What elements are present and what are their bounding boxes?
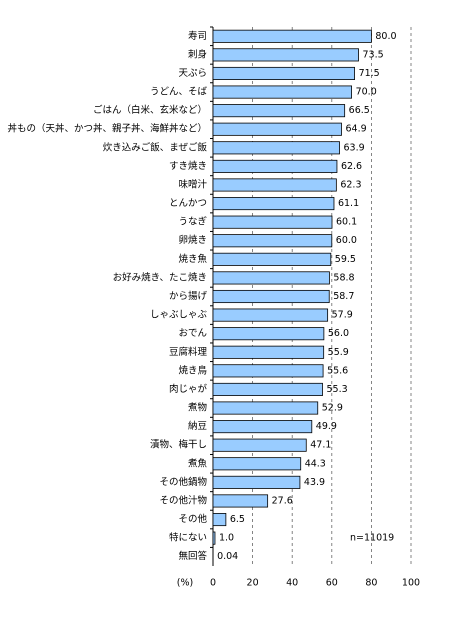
bar bbox=[212, 382, 323, 396]
y-tick-label: その他汁物 bbox=[159, 494, 207, 506]
y-tick-label: 卵焼き bbox=[178, 234, 207, 246]
value-label: 6.5 bbox=[230, 514, 245, 525]
value-label: 62.3 bbox=[340, 179, 361, 190]
bar bbox=[212, 494, 269, 508]
value-label: 47.1 bbox=[310, 440, 331, 451]
x-tick-label: 100 bbox=[402, 578, 420, 589]
bar bbox=[212, 197, 335, 211]
bar bbox=[212, 141, 340, 155]
value-label: 66.5 bbox=[349, 105, 370, 116]
value-label: 55.3 bbox=[326, 384, 347, 395]
y-tick-label: 味噌汁 bbox=[178, 178, 207, 190]
value-label: 60.1 bbox=[336, 217, 357, 228]
y-tick-label: うなぎ bbox=[178, 216, 207, 228]
bar bbox=[212, 289, 330, 304]
y-tick-label: 焼き魚 bbox=[178, 253, 207, 265]
bar bbox=[212, 159, 338, 173]
value-label: 57.9 bbox=[332, 310, 353, 321]
x-tick-label: 40 bbox=[286, 578, 298, 589]
bar bbox=[212, 29, 372, 43]
bar bbox=[212, 345, 325, 359]
value-label: 55.9 bbox=[328, 347, 349, 358]
value-label: 43.9 bbox=[304, 477, 325, 488]
bar bbox=[212, 475, 301, 489]
y-tick-label: 肉じゃが bbox=[169, 383, 208, 395]
annotation: n=11019 bbox=[350, 533, 394, 544]
bar bbox=[212, 420, 313, 434]
y-tick-label: 丼もの（天丼、かつ丼、親子丼、海鮮丼など） bbox=[7, 123, 207, 135]
y-tick-label: 納豆 bbox=[188, 420, 207, 432]
value-label: 58.7 bbox=[333, 291, 354, 302]
value-label: 56.0 bbox=[328, 328, 349, 339]
y-tick-label: 炊き込みご飯、まぜご飯 bbox=[103, 141, 208, 153]
value-label: 80.0 bbox=[375, 31, 396, 42]
y-tick-label: その他 bbox=[178, 513, 207, 525]
y-tick-label: 焼き鳥 bbox=[178, 364, 207, 376]
y-tick-label: 煮魚 bbox=[188, 457, 208, 469]
value-label: 0.04 bbox=[217, 551, 238, 562]
x-axis-label: (%) bbox=[177, 578, 193, 589]
x-tick-label: 60 bbox=[326, 578, 338, 589]
value-label: 44.3 bbox=[305, 458, 326, 469]
value-label: 64.9 bbox=[346, 124, 367, 135]
value-label: 1.0 bbox=[219, 533, 234, 544]
bar bbox=[212, 85, 353, 99]
y-tick-label: ごはん（白米、玄米など） bbox=[93, 104, 207, 116]
value-label: 58.8 bbox=[333, 272, 354, 283]
bar bbox=[212, 104, 346, 118]
bar bbox=[212, 327, 325, 341]
bar bbox=[212, 234, 333, 248]
bar bbox=[212, 308, 329, 322]
bar bbox=[212, 457, 302, 471]
value-label: 73.5 bbox=[363, 49, 384, 60]
value-label: 52.9 bbox=[322, 403, 343, 414]
bar bbox=[212, 438, 307, 452]
y-tick-label: 豆腐料理 bbox=[169, 346, 208, 358]
y-tick-label: 漬物、梅干し bbox=[150, 439, 207, 451]
value-label: 55.6 bbox=[327, 365, 348, 376]
y-tick-label: 天ぷら bbox=[178, 68, 207, 79]
bar bbox=[212, 271, 330, 285]
x-tick-label: 80 bbox=[365, 578, 377, 589]
value-label: 71.5 bbox=[359, 68, 380, 79]
value-label: 70.0 bbox=[356, 87, 377, 98]
bar bbox=[212, 252, 332, 266]
y-tick-label: うどん、そば bbox=[150, 87, 208, 98]
bar bbox=[212, 215, 333, 229]
bar bbox=[212, 513, 227, 527]
bar bbox=[212, 364, 324, 378]
bar bbox=[212, 178, 337, 192]
y-tick-label: 無回答 bbox=[178, 550, 207, 562]
value-label: 60.0 bbox=[336, 235, 357, 246]
value-label: 49.9 bbox=[316, 421, 337, 432]
x-tick-label: 20 bbox=[247, 578, 259, 589]
y-tick-label: 寿司 bbox=[188, 30, 207, 42]
y-tick-label: 刺身 bbox=[188, 48, 207, 60]
x-tick-label: 0 bbox=[210, 578, 216, 589]
bar bbox=[212, 401, 319, 415]
y-tick-label: その他鍋物 bbox=[159, 476, 207, 488]
value-label: 62.6 bbox=[341, 161, 362, 172]
y-tick-label: とんかつ bbox=[169, 198, 207, 209]
y-tick-label: おでん bbox=[178, 328, 207, 339]
bar bbox=[212, 122, 342, 136]
value-label: 59.5 bbox=[335, 254, 356, 265]
y-tick-label: お好み焼き、たこ焼き bbox=[113, 271, 207, 283]
value-label: 63.9 bbox=[344, 142, 365, 153]
y-tick-label: 特にない bbox=[169, 532, 207, 544]
value-label: 61.1 bbox=[338, 198, 359, 209]
bar bbox=[212, 48, 359, 62]
bar bbox=[212, 66, 355, 80]
y-tick-label: 煮物 bbox=[188, 402, 208, 414]
bar bbox=[212, 531, 216, 545]
y-tick-label: すき焼き bbox=[169, 160, 207, 172]
value-label: 27.6 bbox=[272, 495, 293, 506]
y-tick-label: しゃぶしゃぶ bbox=[150, 310, 208, 321]
y-tick-label: から揚げ bbox=[169, 290, 208, 302]
